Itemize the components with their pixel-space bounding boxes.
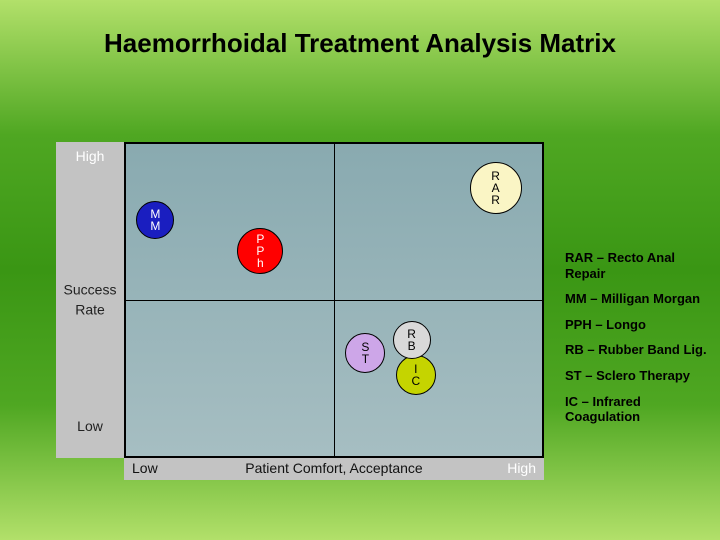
x-axis-high-label: High (507, 460, 536, 476)
x-axis-name: Patient Comfort, Acceptance (124, 460, 544, 476)
y-axis-name: Success Rate (56, 280, 124, 319)
legend-item: RB – Rubber Band Lig. (565, 342, 715, 358)
x-axis-strip: Low Patient Comfort, Acceptance High (124, 458, 544, 480)
legend-item: PPH – Longo (565, 317, 715, 333)
bubble-pph: P P h (237, 228, 283, 274)
bubble-st: S T (345, 333, 385, 373)
y-axis-strip: High Success Rate Low (56, 142, 124, 458)
bubble-rb: R B (393, 321, 431, 359)
legend: RAR – Recto Anal Repair MM – Milligan Mor… (565, 250, 715, 435)
y-axis-high-label: High (56, 148, 124, 164)
bubble-ic-label: I C (411, 363, 420, 387)
bubble-mm-label: M M (150, 208, 160, 232)
y-axis-name-line1: Success (64, 281, 117, 297)
legend-item: MM – Milligan Morgan (565, 291, 715, 307)
y-axis-low-label: Low (56, 418, 124, 434)
legend-item: IC – Infrared Coagulation (565, 394, 715, 425)
bubble-rar: R A R (470, 162, 522, 214)
page-title: Haemorrhoidal Treatment Analysis Matrix (0, 28, 720, 59)
quadrant-plot: R A R M M P P h R B S T I C (124, 142, 544, 458)
bubble-pph-label: P P h (256, 233, 264, 269)
bubble-rar-label: R A R (491, 170, 500, 206)
y-axis-name-line2: Rate (75, 301, 105, 317)
bubble-mm: M M (136, 201, 174, 239)
bubble-ic: I C (396, 355, 436, 395)
legend-item: RAR – Recto Anal Repair (565, 250, 715, 281)
bubble-rb-label: R B (407, 328, 416, 352)
bubble-st-label: S T (361, 341, 369, 365)
horizontal-midline (126, 300, 542, 301)
legend-item: ST – Sclero Therapy (565, 368, 715, 384)
